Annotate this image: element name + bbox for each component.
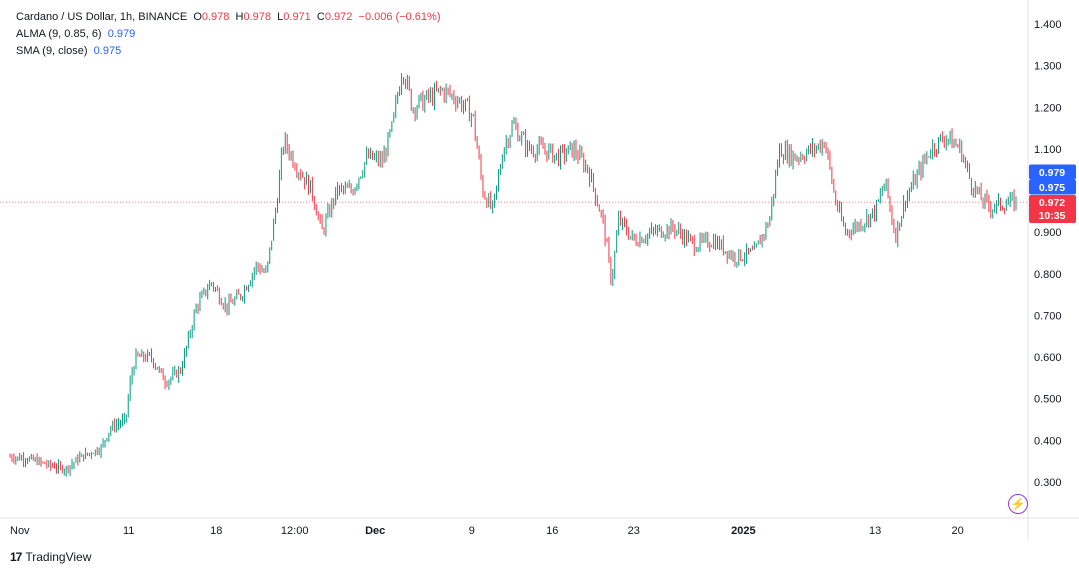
sma-label: SMA (9, close)	[16, 45, 88, 57]
legend-symbol: Cardano / US Dollar, 1h, BINANCE	[16, 11, 188, 23]
alma-value: 0.979	[107, 28, 136, 40]
legend-change: −0.006 (−0.61%)	[358, 11, 441, 23]
x-tick-label: 2025	[731, 525, 755, 537]
x-tick-label: Dec	[365, 525, 385, 537]
legend-low-label: L	[277, 11, 284, 23]
y-tick-label: 0.300	[1034, 477, 1062, 489]
y-tick-label: 1.400	[1034, 19, 1062, 31]
countdown-label: 10:35	[1039, 210, 1066, 222]
tradingview-label: TradingView	[25, 550, 92, 564]
legend-open-label: O	[193, 11, 202, 23]
chart-legend: Cardano / US Dollar, 1h, BINANCE O0.978 …	[16, 9, 440, 60]
y-tick-label: 0.900	[1034, 227, 1062, 239]
price-badge-bg	[1029, 195, 1076, 223]
legend-low-value: 0.971	[283, 11, 311, 23]
y-tick-label: 0.700	[1034, 310, 1062, 322]
x-tick-label: 9	[469, 525, 475, 537]
x-tick-label: 12:00	[281, 525, 309, 537]
legend-open-value: 0.978	[201, 11, 230, 23]
y-tick-label: 0.400	[1034, 435, 1062, 447]
tradingview-logo-icon: 17	[10, 550, 22, 564]
y-tick-label: 1.100	[1034, 144, 1062, 156]
sma-value: 0.975	[93, 45, 122, 57]
x-tick-label: Nov	[10, 525, 30, 537]
y-tick-label: 1.300	[1034, 61, 1062, 73]
y-tick-label: 0.600	[1034, 352, 1062, 364]
x-tick-label: 13	[869, 525, 881, 537]
x-tick-label: 11	[123, 525, 134, 537]
y-tick-label: 0.800	[1034, 269, 1062, 281]
alma-badge-label: 0.979	[1039, 167, 1065, 179]
legend-close-label: C	[316, 11, 325, 23]
y-tick-label: 0.500	[1034, 394, 1062, 406]
alma-label: ALMA (9, 0.85, 6)	[16, 28, 102, 40]
legend-close-value: 0.972	[324, 11, 353, 23]
x-tick-label: 20	[952, 525, 964, 537]
legend-alma-row[interactable]: ALMA (9, 0.85, 6) 0.979	[16, 26, 440, 43]
legend-sma-row[interactable]: SMA (9, close) 0.975	[16, 43, 440, 60]
x-tick-label: 16	[546, 525, 558, 537]
y-tick-label: 1.200	[1034, 102, 1062, 114]
x-tick-label: 18	[210, 525, 222, 537]
legend-high-label: H	[235, 11, 244, 23]
price-badge-label: 0.972	[1039, 197, 1065, 209]
legend-high-value: 0.978	[243, 11, 272, 23]
sma-badge-bg	[1029, 179, 1076, 195]
sma-badge-label: 0.975	[1039, 182, 1065, 194]
alert-bolt-icon[interactable]: ⚡	[1008, 494, 1028, 514]
tradingview-footer[interactable]: 17 TradingView	[10, 550, 91, 564]
x-tick-label: 23	[628, 525, 640, 537]
legend-ohlc-row: Cardano / US Dollar, 1h, BINANCE O0.978 …	[16, 9, 440, 26]
alma-badge-bg	[1029, 164, 1076, 180]
